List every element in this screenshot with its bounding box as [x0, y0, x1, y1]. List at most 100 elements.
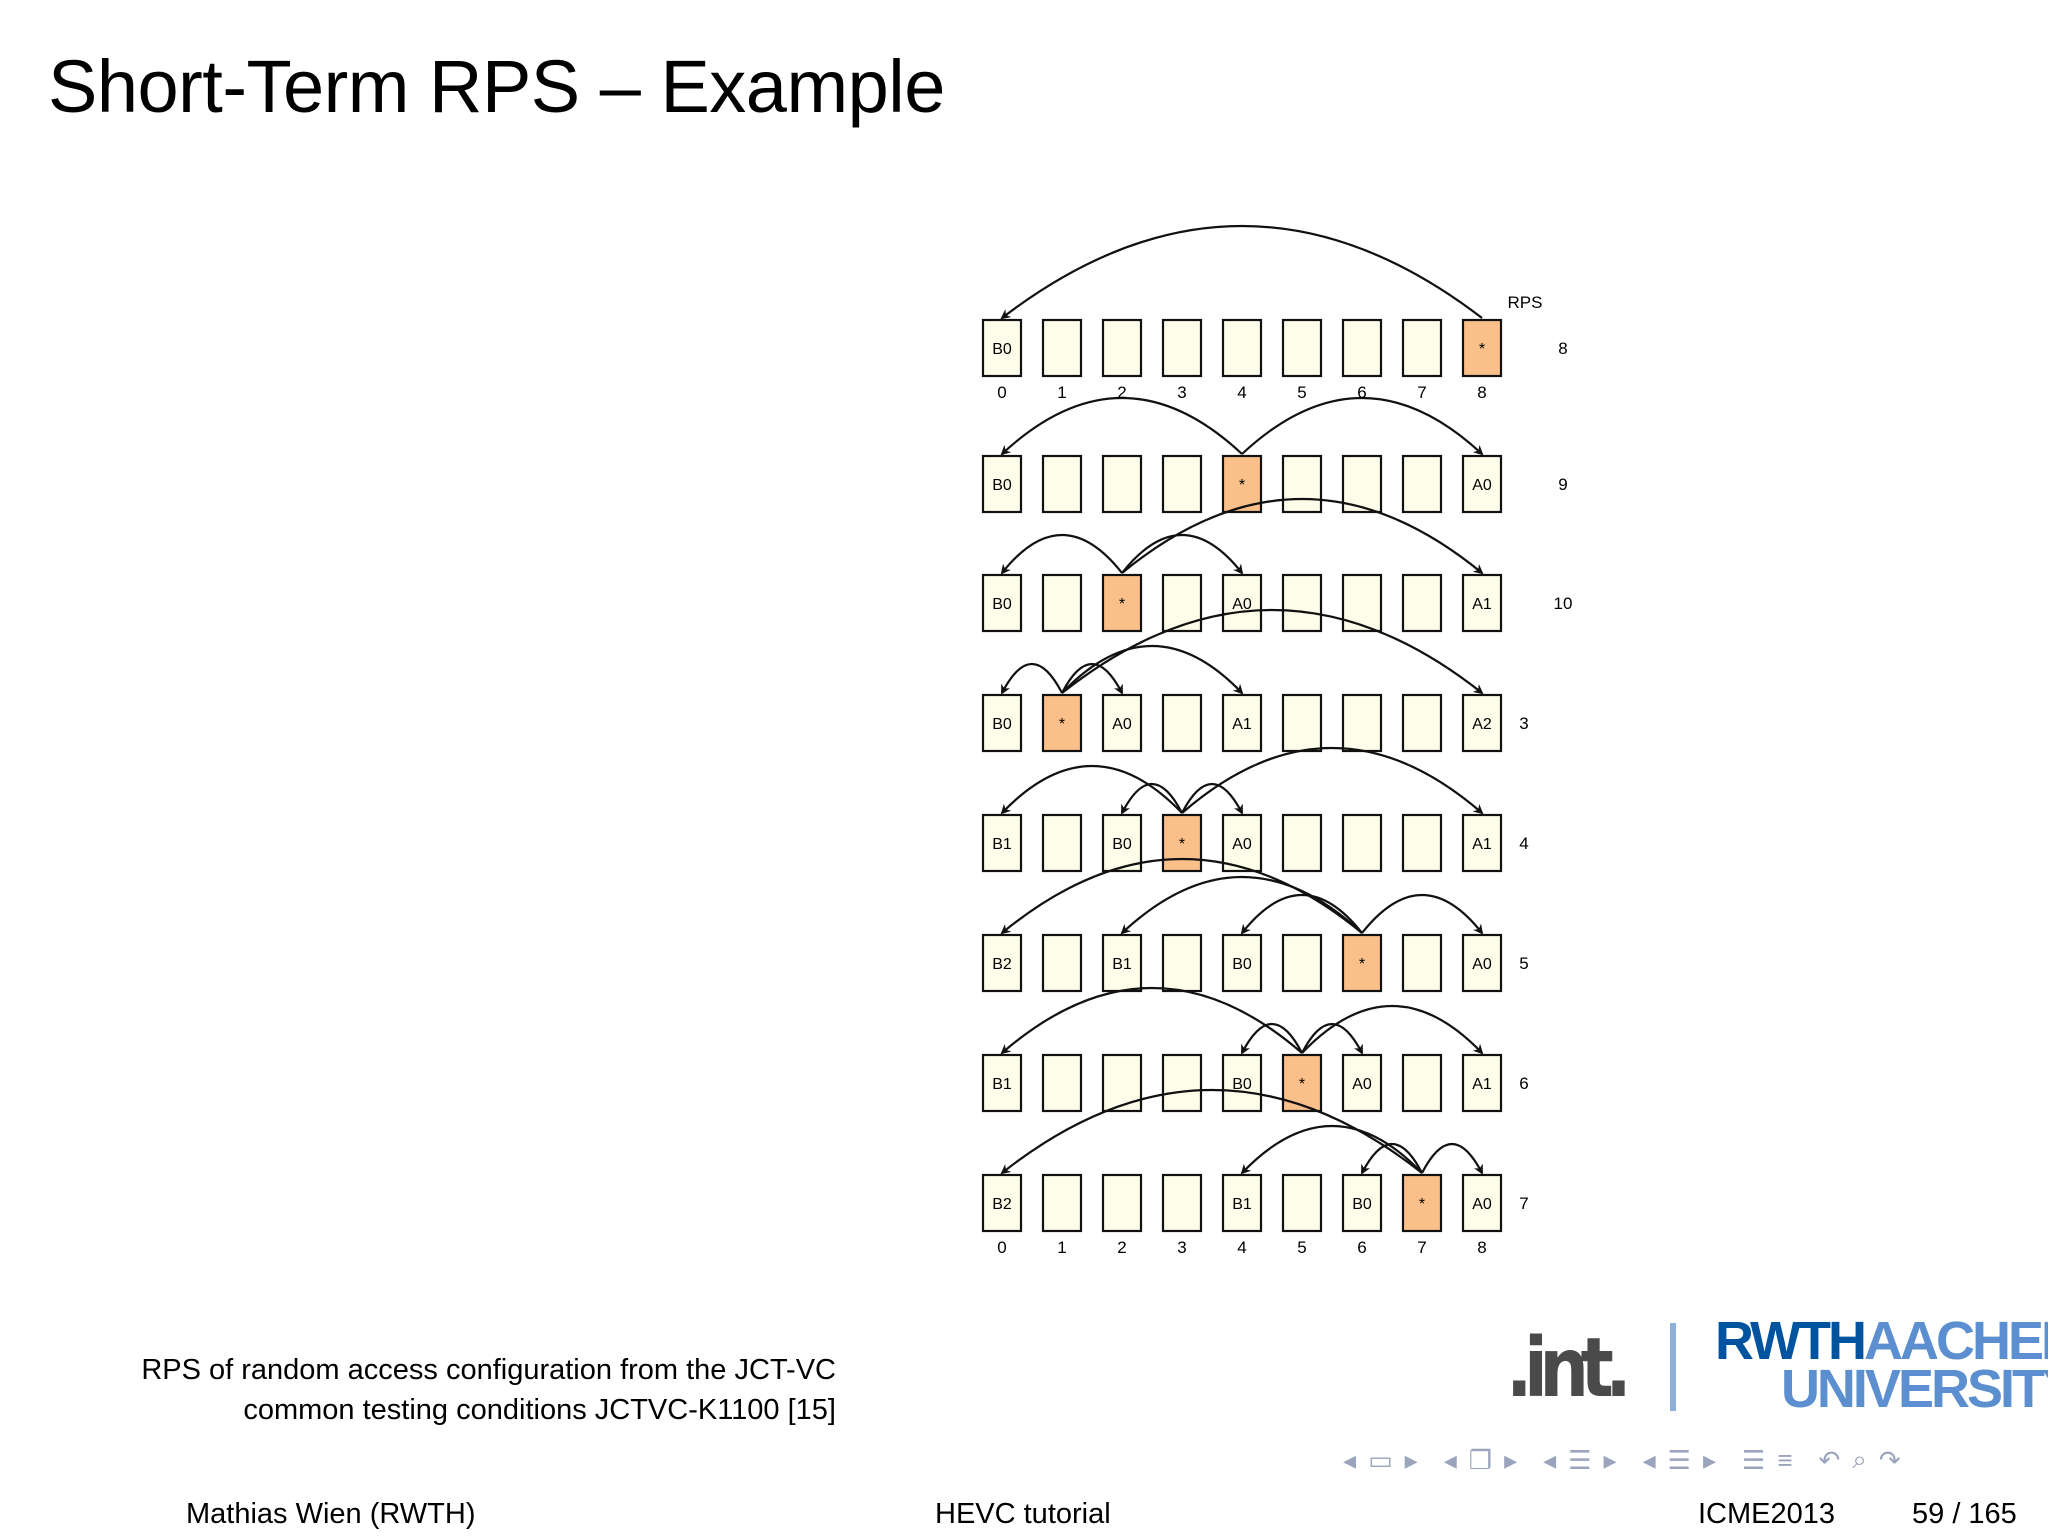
nav-right-icon[interactable]: ▸: [1603, 1444, 1617, 1475]
rps-row: B0 * 8: [981, 224, 1568, 378]
frame-label: B0: [1232, 1076, 1252, 1093]
picture-frame: [1281, 1173, 1323, 1233]
frame-label: B0: [992, 341, 1012, 358]
frame-label: B0: [1232, 956, 1252, 973]
position-label: 0: [997, 1238, 1006, 1257]
reference-arrow: [1121, 533, 1244, 575]
nav-frame-icons[interactable]: ◂ ▭ ▸: [1340, 1445, 1421, 1476]
nav-search-icon[interactable]: ⌕: [1852, 1444, 1867, 1474]
reference-arrow: [1181, 783, 1243, 815]
frame-label: *: [1479, 341, 1485, 358]
nav-right-icon[interactable]: ▸: [1702, 1444, 1717, 1475]
picture-frame: [1341, 693, 1383, 753]
current-picture-frame: [1461, 318, 1503, 378]
picture-frame: [1461, 693, 1503, 753]
frame-label: A0: [1232, 596, 1252, 613]
slide-title: Short-Term RPS – Example: [48, 45, 945, 128]
frame-label: B0: [992, 596, 1012, 613]
nav-doc-icons[interactable]: ☰ ≡: [1739, 1445, 1795, 1476]
picture-frame: [1041, 1053, 1083, 1113]
frame-label: A0: [1472, 1196, 1492, 1213]
reference-arrow: [1361, 893, 1484, 935]
reference-arrow: [1121, 498, 1484, 575]
picture-frame: [1101, 318, 1143, 378]
nav-section-icons[interactable]: ◂ ☰ ▸: [1540, 1445, 1619, 1476]
rps-value: 6: [1519, 1074, 1528, 1093]
reference-arrow: [1120, 875, 1363, 935]
picture-frame: [1461, 573, 1503, 633]
picture-frame: [1401, 813, 1443, 873]
picture-frame: [1401, 693, 1443, 753]
rps-row: B0 * A0 9: [981, 396, 1568, 514]
picture-frame: [1161, 1053, 1203, 1113]
reference-arrow: [1000, 396, 1243, 456]
frame-label: B1: [1112, 956, 1132, 973]
nav-doc-icon[interactable]: ☰: [1742, 1444, 1766, 1475]
int-logo: .int.: [1506, 1321, 1632, 1416]
position-label: 6: [1357, 1238, 1366, 1257]
picture-frame: [1221, 573, 1263, 633]
frame-label: A0: [1352, 1076, 1372, 1093]
picture-frame: [1461, 454, 1503, 514]
picture-frame: [1401, 318, 1443, 378]
nav-right-icon[interactable]: ▸: [1504, 1444, 1518, 1475]
nav-left-icon[interactable]: ◂: [1343, 1444, 1357, 1475]
position-label: 4: [1237, 1238, 1246, 1257]
caption-line-1: RPS of random access configuration from …: [141, 1354, 836, 1386]
current-picture-frame: [1341, 933, 1383, 993]
aachen-logo-text: AACHEN: [1863, 1311, 2048, 1371]
position-label: 2: [1117, 383, 1126, 402]
nav-frame-icon[interactable]: ▭: [1368, 1444, 1393, 1475]
position-label: 3: [1177, 383, 1186, 402]
picture-frame: [1281, 693, 1323, 753]
reference-arrow: [1121, 783, 1183, 815]
frame-label: A1: [1472, 836, 1492, 853]
nav-tools[interactable]: ↶ ⌕ ↷: [1816, 1444, 1904, 1476]
rps-value: 4: [1519, 834, 1528, 853]
nav-subsection-icon[interactable]: ❐: [1468, 1444, 1493, 1475]
frame-label: A0: [1112, 716, 1132, 733]
nav-doc-icon[interactable]: ≡: [1777, 1444, 1793, 1475]
frame-label: B1: [992, 1076, 1012, 1093]
picture-frame: [1161, 693, 1203, 753]
picture-frame: [1041, 573, 1083, 633]
frame-label: A1: [1232, 716, 1252, 733]
picture-frame: [1401, 933, 1443, 993]
nav-right-icon[interactable]: ▸: [1404, 1444, 1418, 1475]
frame-label: A1: [1472, 1076, 1492, 1093]
nav-subsection-icons[interactable]: ◂ ❐ ▸: [1441, 1445, 1520, 1476]
picture-frame: [1281, 573, 1323, 633]
picture-frame: [1221, 1053, 1263, 1113]
reference-arrow: [1001, 663, 1063, 695]
nav-left-icon[interactable]: ◂: [1543, 1444, 1557, 1475]
frame-label: *: [1359, 956, 1365, 973]
nav-undo-icon[interactable]: ↶: [1818, 1444, 1841, 1475]
reference-arrow: [1000, 224, 1483, 320]
picture-frame: [1341, 1053, 1383, 1113]
picture-frame: [1221, 318, 1263, 378]
picture-frame: [1281, 318, 1323, 378]
picture-frame: [1161, 454, 1203, 514]
picture-frame: [981, 933, 1023, 993]
frame-label: A2: [1472, 716, 1492, 733]
nav-list-icons[interactable]: ◂ ☰ ▸: [1640, 1445, 1719, 1476]
reference-arrow: [1241, 1023, 1303, 1055]
position-label: 5: [1297, 383, 1306, 402]
footer-venue: ICME2013: [1698, 1498, 1836, 1530]
rps-row: B2 B1 B0 * A0 7: [981, 1089, 1529, 1233]
position-label: 2: [1117, 1238, 1126, 1257]
reference-arrow: [1061, 644, 1244, 695]
nav-redo-icon[interactable]: ↷: [1878, 1444, 1901, 1475]
nav-left-icon[interactable]: ◂: [1642, 1444, 1656, 1475]
picture-frame: [1281, 933, 1323, 993]
nav-section-icon[interactable]: ☰: [1568, 1444, 1592, 1475]
nav-left-icon[interactable]: ◂: [1443, 1444, 1457, 1475]
nav-list-icon[interactable]: ☰: [1667, 1444, 1691, 1475]
picture-frame: [1461, 933, 1503, 993]
picture-frame: [1341, 1173, 1383, 1233]
picture-frame: [981, 573, 1023, 633]
picture-frame: [981, 813, 1023, 873]
frame-label: B1: [992, 836, 1012, 853]
reference-arrow: [1421, 1143, 1483, 1175]
position-label: 0: [997, 383, 1006, 402]
